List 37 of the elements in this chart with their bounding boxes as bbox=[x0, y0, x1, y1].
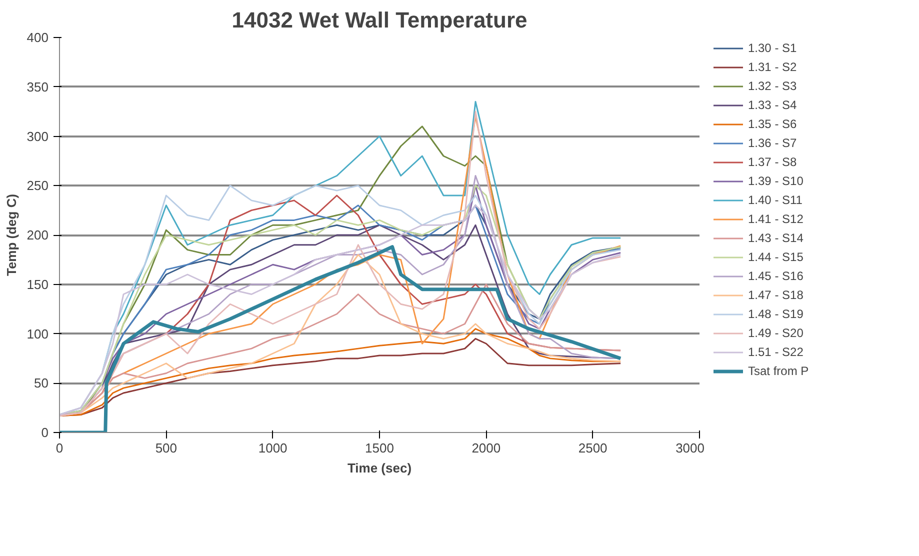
x-tick-label: 3000 bbox=[676, 440, 704, 456]
x-tick-label: 2000 bbox=[472, 440, 501, 456]
legend-label: 1.48 - S19 bbox=[748, 307, 804, 321]
x-tick-label: 500 bbox=[155, 440, 178, 456]
y-tick-label: 350 bbox=[26, 79, 49, 94]
y-tick-label: 50 bbox=[34, 376, 49, 391]
x-tick-label: 1500 bbox=[365, 440, 394, 456]
legend-label: Tsat from P bbox=[748, 364, 809, 378]
y-tick-label: 250 bbox=[26, 178, 49, 194]
x-tick-label: 2500 bbox=[578, 440, 608, 456]
y-axis-title: Temp (deg C) bbox=[4, 194, 19, 276]
legend-label: 1.51 - S22 bbox=[748, 345, 804, 359]
x-tick-label: 0 bbox=[56, 440, 64, 456]
legend-label: 1.40 - S11 bbox=[748, 193, 802, 207]
legend-label: 1.39 - S10 bbox=[748, 174, 804, 188]
x-tick-label: 1000 bbox=[258, 440, 288, 456]
legend-label: 1.37 - S8 bbox=[748, 155, 797, 169]
y-tick-label: 300 bbox=[26, 128, 49, 144]
chart-title: 14032 Wet Wall Temperature bbox=[232, 8, 528, 32]
legend-label: 1.45 - S16 bbox=[748, 269, 804, 283]
legend-label: 1.31 - S2 bbox=[748, 60, 797, 74]
legend-label: 1.32 - S3 bbox=[748, 79, 797, 93]
legend-label: 1.44 - S15 bbox=[748, 250, 804, 264]
x-axis-title: Time (sec) bbox=[347, 460, 412, 476]
y-tick-label: 100 bbox=[26, 326, 49, 342]
y-tick-label: 200 bbox=[26, 228, 49, 242]
legend-label: 1.30 - S1 bbox=[748, 41, 797, 55]
legend-label: 1.33 - S4 bbox=[748, 98, 797, 112]
legend-label: 1.36 - S7 bbox=[748, 136, 797, 150]
y-tick-label: 400 bbox=[26, 30, 49, 45]
y-tick-label: 0 bbox=[41, 425, 49, 440]
legend-label: 1.49 - S20 bbox=[748, 326, 804, 340]
legend-label: 1.35 - S6 bbox=[748, 117, 797, 131]
y-tick-label: 150 bbox=[26, 276, 49, 292]
legend-label: 1.47 - S18 bbox=[748, 288, 804, 302]
legend-label: 1.43 - S14 bbox=[748, 231, 804, 245]
legend-label: 1.41 - S12 bbox=[748, 212, 804, 226]
